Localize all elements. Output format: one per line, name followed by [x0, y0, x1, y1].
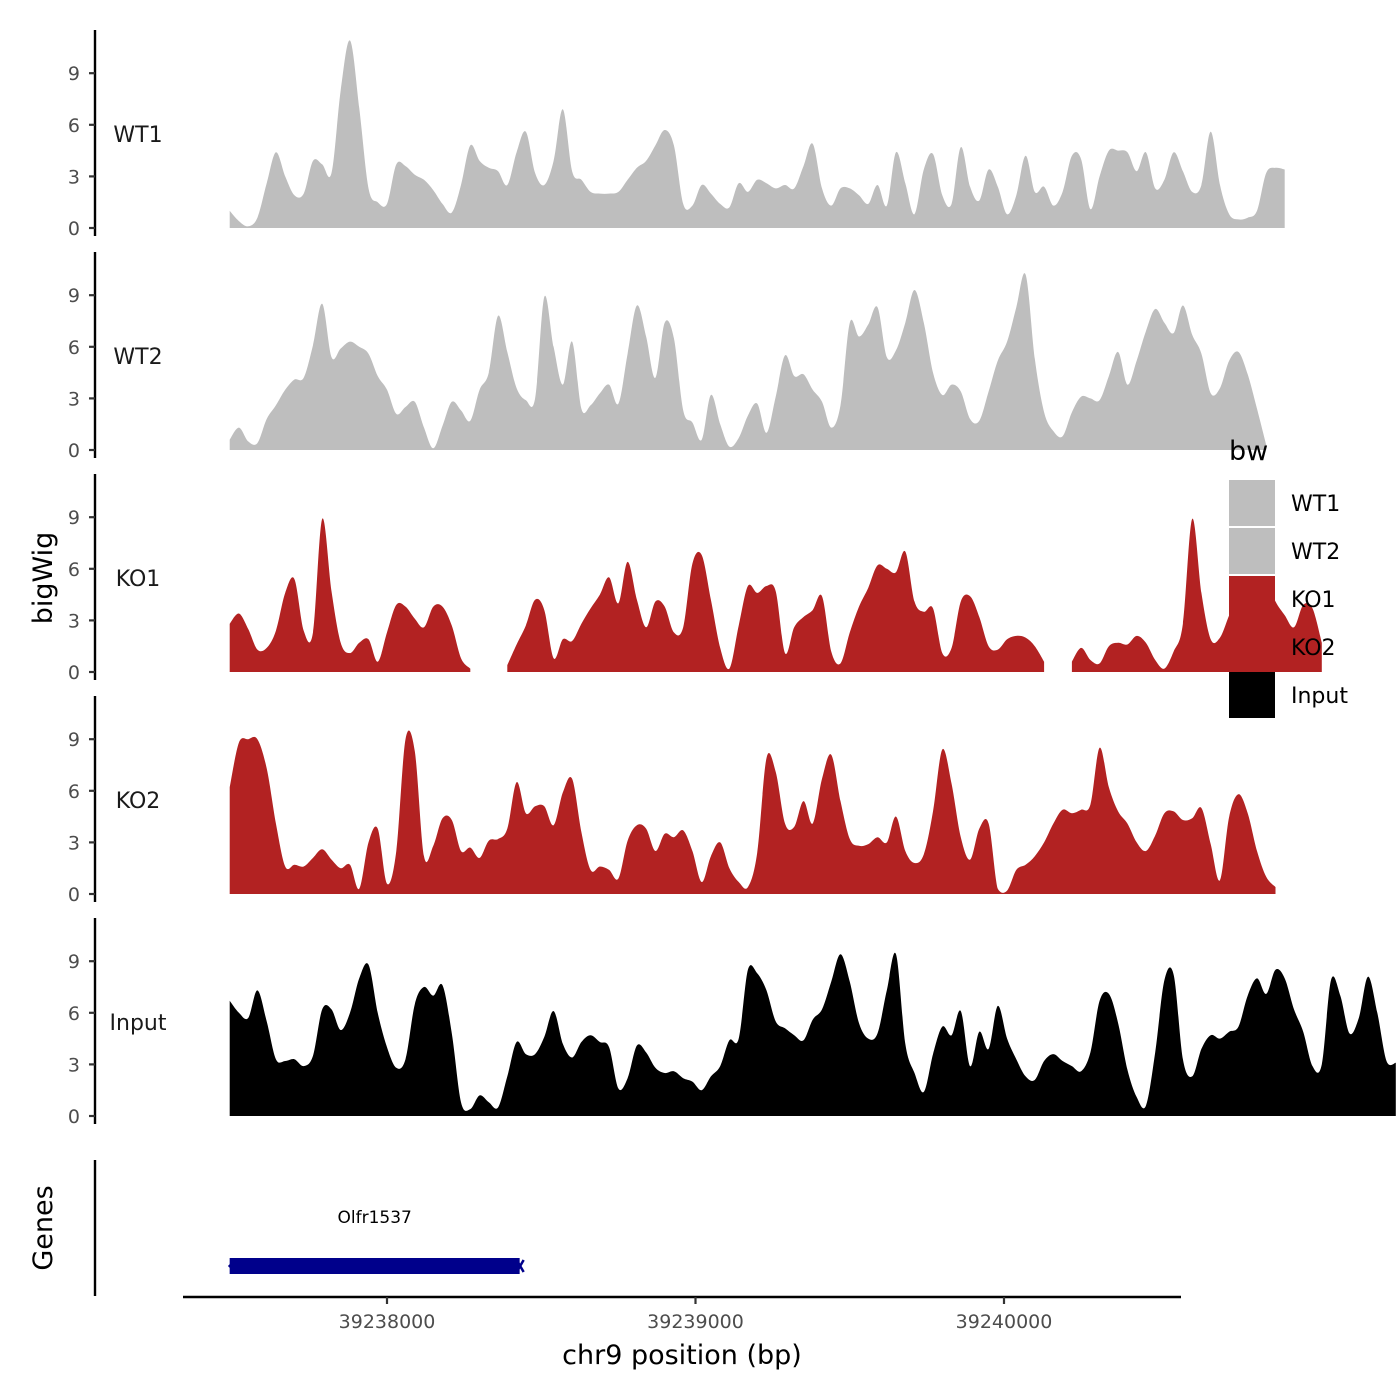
- legend-swatch-ko1: [1229, 576, 1275, 622]
- bigwig-tracks: 0 3 6 9 WT1 0 3 6 9 WT2 0 3 6 9 KO1 0 3 6 9 KO2 0 3 6 9 Input: [68, 30, 1396, 1128]
- x-tick-label: 39238000: [339, 1311, 436, 1333]
- track-label: Input: [110, 1011, 167, 1036]
- genes-panel: Olfr1537: [93, 1160, 525, 1296]
- legend-label: WT1: [1291, 492, 1340, 517]
- x-tick-label: 39239000: [647, 1311, 744, 1333]
- y-tick-label: 3: [68, 166, 80, 188]
- coverage-area-wt2: [229, 273, 1267, 450]
- y-tick-label: 3: [68, 1054, 80, 1076]
- genes-axis-title: Genes: [28, 1185, 59, 1270]
- track-label: WT1: [113, 123, 162, 148]
- legend-swatch-wt1: [1229, 480, 1275, 526]
- coverage-area-input: [229, 952, 1396, 1116]
- coverage-area-ko1: [1071, 518, 1322, 672]
- gene-body: [229, 1258, 520, 1274]
- y-tick-label: 6: [68, 115, 80, 137]
- y-tick-label: 9: [68, 63, 80, 85]
- y-tick-label: 3: [68, 832, 80, 854]
- legend-swatch-input: [1229, 672, 1275, 718]
- y-tick-label: 9: [68, 507, 80, 529]
- track-input: 0 3 6 9 Input: [68, 918, 1396, 1128]
- gene-strand-arrow: [227, 1259, 237, 1273]
- y-tick-label: 3: [68, 610, 80, 632]
- x-tick-label: 39240000: [956, 1311, 1053, 1333]
- gene-end-marker: [515, 1259, 525, 1273]
- y-tick-label: 0: [68, 662, 80, 684]
- legend-label: KO2: [1291, 636, 1336, 661]
- x-axis: 39238000 39239000 39240000: [183, 1295, 1181, 1333]
- y-tick-label: 0: [68, 1106, 80, 1128]
- x-axis-title: chr9 position (bp): [562, 1340, 802, 1371]
- track-wt1: 0 3 6 9 WT1: [68, 30, 1285, 240]
- legend-swatch-ko2: [1229, 624, 1275, 670]
- legend-title: bw: [1229, 436, 1268, 467]
- y-tick-label: 6: [68, 1003, 80, 1025]
- track-label: KO1: [116, 567, 161, 592]
- y-tick-label: 3: [68, 388, 80, 410]
- y-tick-label: 0: [68, 218, 80, 240]
- track-label: KO2: [116, 789, 161, 814]
- legend-label: Input: [1291, 684, 1348, 709]
- y-axis-title: bigWig: [28, 532, 59, 625]
- legend: bw WT1 WT2 KO1 KO2 Input: [1229, 436, 1348, 718]
- coverage-area-wt1: [229, 40, 1285, 228]
- track-ko2: 0 3 6 9 KO2: [68, 696, 1276, 906]
- gene-label: Olfr1537: [337, 1208, 411, 1228]
- y-tick-label: 6: [68, 781, 80, 803]
- y-tick-label: 6: [68, 337, 80, 359]
- y-tick-label: 0: [68, 440, 80, 462]
- legend-label: WT2: [1291, 540, 1340, 565]
- y-tick-label: 9: [68, 951, 80, 973]
- y-tick-label: 9: [68, 729, 80, 751]
- y-tick-label: 0: [68, 884, 80, 906]
- track-ko1: 0 3 6 9 KO1: [68, 474, 1322, 684]
- y-tick-label: 9: [68, 285, 80, 307]
- legend-label: KO1: [1291, 588, 1336, 613]
- coverage-area-ko2: [229, 730, 1276, 894]
- track-label: WT2: [113, 345, 162, 370]
- coverage-area-ko1: [507, 550, 1045, 672]
- legend-swatch-wt2: [1229, 528, 1275, 574]
- coverage-area-ko1: [229, 518, 471, 672]
- track-wt2: 0 3 6 9 WT2: [68, 252, 1267, 462]
- y-tick-label: 6: [68, 559, 80, 581]
